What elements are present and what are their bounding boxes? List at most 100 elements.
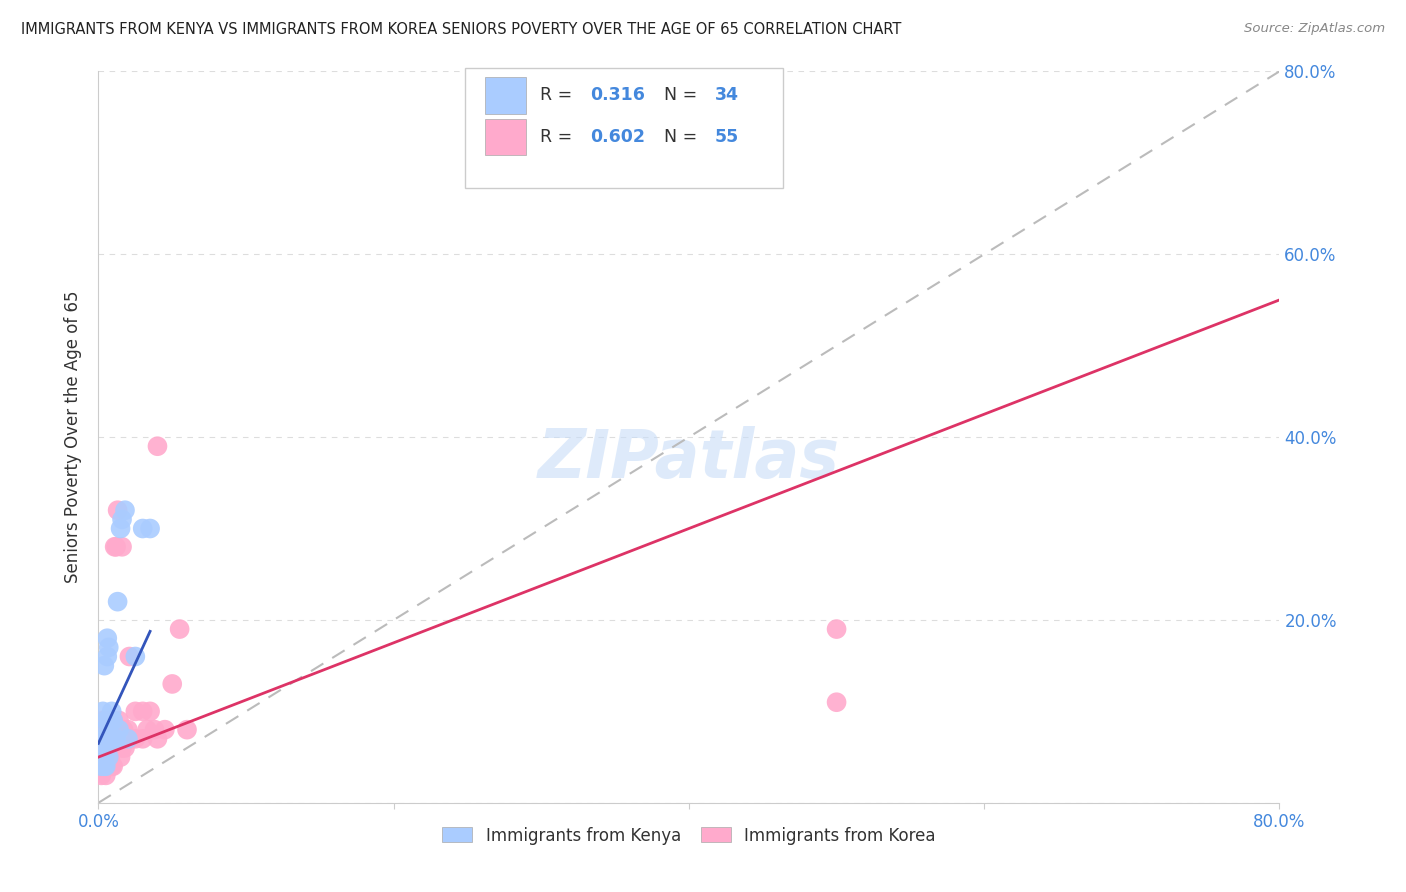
Point bbox=[93, 731, 115, 746]
Point bbox=[105, 740, 128, 755]
Point bbox=[146, 439, 169, 453]
Y-axis label: Seniors Poverty Over the Age of 65: Seniors Poverty Over the Age of 65 bbox=[65, 291, 83, 583]
Point bbox=[124, 705, 146, 719]
Point bbox=[94, 768, 117, 782]
Point bbox=[98, 731, 121, 746]
Point bbox=[91, 740, 114, 755]
Point bbox=[104, 740, 127, 755]
Point bbox=[105, 731, 128, 746]
Point bbox=[108, 723, 131, 737]
Text: 34: 34 bbox=[714, 87, 740, 104]
Point bbox=[132, 731, 155, 746]
Point bbox=[94, 750, 117, 764]
Point bbox=[136, 723, 159, 737]
Point bbox=[117, 723, 139, 737]
Point bbox=[91, 714, 114, 728]
Point bbox=[90, 750, 112, 764]
Point bbox=[108, 714, 131, 728]
FancyBboxPatch shape bbox=[464, 68, 783, 188]
Point bbox=[93, 723, 115, 737]
Point bbox=[90, 768, 112, 782]
Point bbox=[104, 731, 127, 746]
Point bbox=[176, 723, 198, 737]
Point bbox=[98, 750, 121, 764]
Point bbox=[91, 740, 114, 755]
Point bbox=[97, 714, 120, 728]
Point bbox=[107, 594, 129, 608]
Point bbox=[98, 723, 121, 737]
Point bbox=[111, 740, 134, 755]
Point bbox=[107, 503, 129, 517]
Point bbox=[146, 731, 169, 746]
Point bbox=[132, 705, 155, 719]
Point bbox=[91, 750, 114, 764]
Point bbox=[93, 759, 115, 773]
Point bbox=[825, 695, 848, 709]
FancyBboxPatch shape bbox=[485, 119, 526, 155]
Point bbox=[100, 731, 122, 746]
Point bbox=[96, 759, 118, 773]
Point bbox=[124, 731, 146, 746]
Point bbox=[97, 759, 120, 773]
Point bbox=[118, 649, 141, 664]
Point bbox=[110, 723, 132, 737]
Point bbox=[103, 731, 125, 746]
Point bbox=[103, 714, 125, 728]
Legend: Immigrants from Kenya, Immigrants from Korea: Immigrants from Kenya, Immigrants from K… bbox=[434, 818, 943, 853]
Text: IMMIGRANTS FROM KENYA VS IMMIGRANTS FROM KOREA SENIORS POVERTY OVER THE AGE OF 6: IMMIGRANTS FROM KENYA VS IMMIGRANTS FROM… bbox=[21, 22, 901, 37]
Point bbox=[103, 759, 125, 773]
Point bbox=[117, 731, 139, 746]
FancyBboxPatch shape bbox=[485, 78, 526, 114]
Point bbox=[124, 649, 146, 664]
Point bbox=[97, 750, 120, 764]
Point bbox=[162, 677, 183, 691]
Point bbox=[98, 714, 121, 728]
Point bbox=[111, 540, 134, 554]
Point bbox=[94, 731, 117, 746]
Point bbox=[103, 714, 125, 728]
Text: N =: N = bbox=[664, 87, 703, 104]
Point bbox=[94, 714, 117, 728]
Point bbox=[112, 723, 135, 737]
Point bbox=[94, 714, 117, 728]
Point bbox=[111, 512, 134, 526]
Point bbox=[153, 723, 176, 737]
Point bbox=[110, 521, 132, 535]
Point bbox=[93, 750, 115, 764]
Point bbox=[825, 622, 848, 636]
Point bbox=[143, 723, 166, 737]
Point bbox=[139, 521, 162, 535]
Text: ZIPatlas: ZIPatlas bbox=[538, 426, 839, 492]
Point bbox=[100, 705, 122, 719]
Point bbox=[169, 622, 191, 636]
Point bbox=[91, 731, 114, 746]
Point bbox=[90, 740, 112, 755]
Point bbox=[97, 640, 120, 655]
Point bbox=[96, 649, 118, 664]
Point bbox=[96, 740, 118, 755]
Point bbox=[94, 759, 117, 773]
Point bbox=[120, 731, 142, 746]
Point bbox=[114, 740, 136, 755]
Text: R =: R = bbox=[540, 87, 578, 104]
Point bbox=[104, 540, 127, 554]
Text: 0.602: 0.602 bbox=[589, 128, 645, 146]
Point bbox=[90, 759, 112, 773]
Text: N =: N = bbox=[664, 128, 703, 146]
Point bbox=[91, 759, 114, 773]
Point bbox=[132, 521, 155, 535]
Text: R =: R = bbox=[540, 128, 578, 146]
Text: Source: ZipAtlas.com: Source: ZipAtlas.com bbox=[1244, 22, 1385, 36]
Point bbox=[93, 658, 115, 673]
Point bbox=[100, 759, 122, 773]
Point bbox=[91, 705, 114, 719]
Point bbox=[107, 731, 129, 746]
Point bbox=[110, 750, 132, 764]
Point bbox=[105, 540, 128, 554]
Point bbox=[115, 731, 138, 746]
Point bbox=[103, 731, 125, 746]
Point bbox=[96, 632, 118, 646]
Point bbox=[93, 750, 115, 764]
Point bbox=[114, 503, 136, 517]
Point bbox=[100, 731, 122, 746]
